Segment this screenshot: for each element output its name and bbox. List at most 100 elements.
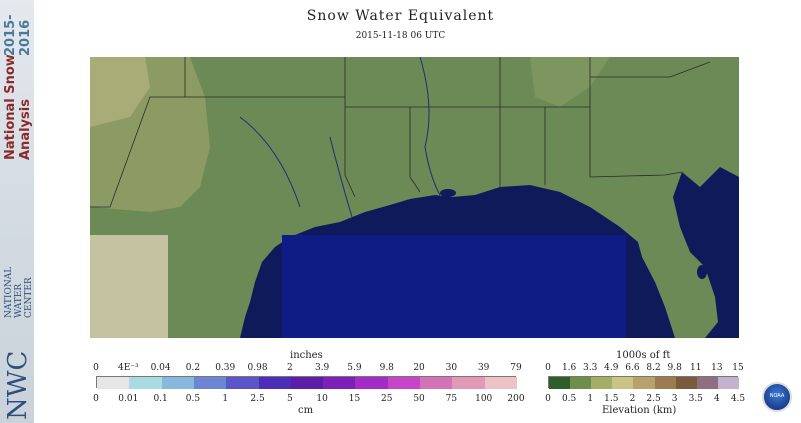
swe-tick-label: 3.9: [314, 363, 330, 373]
elevation-color-cell: [633, 377, 656, 389]
swe-color-bar: [96, 376, 518, 389]
swe-tick-label: 0.5: [185, 394, 201, 404]
swe-tick-label: 20: [413, 363, 425, 373]
org-line2: WATER: [14, 283, 24, 318]
high-plains: [90, 57, 150, 127]
elevation-color-cell: [675, 377, 698, 389]
elevation-color-cell: [570, 377, 592, 389]
elevation-tick-label: 4: [714, 394, 720, 404]
swe-legend: inches 0 4E⁻³ 0.04 0.2 0.39 0.98 2 3.9 5.9 9.8 20 3…: [93, 350, 524, 416]
swe-tick-label: 39: [477, 363, 490, 373]
swe-color-cell: [484, 377, 518, 389]
elevation-color-cell: [549, 377, 571, 389]
swe-tick-label: 15: [348, 394, 361, 404]
elevation-unit-km: Elevation (km): [602, 405, 677, 416]
swe-tick-label: 0.2: [185, 363, 201, 373]
map-title: Snow Water Equivalent: [306, 8, 495, 24]
swe-tick-label: 50: [413, 394, 425, 404]
elevation-tick-label: 0: [545, 363, 551, 373]
swe-tick-label: 2.5: [250, 394, 265, 404]
swe-unit-cm: cm: [298, 405, 314, 416]
elevation-tick-label: 3.3: [583, 363, 598, 373]
swe-color-cell: [193, 377, 227, 389]
offshore-region: [282, 235, 626, 338]
elevation-color-cell: [696, 377, 719, 389]
swe-color-cell: [420, 377, 453, 389]
swe-tick-label: 100: [475, 394, 493, 404]
elevation-tick-label: 11: [690, 363, 702, 373]
org-line1: NATIONAL: [4, 266, 14, 318]
swe-tick-label: 30: [445, 363, 458, 373]
elevation-tick-label: 8.2: [646, 363, 661, 373]
elevation-tick-label: 0.5: [561, 394, 577, 404]
elevation-tick-label: 0: [545, 394, 551, 404]
snow-map: [90, 57, 739, 338]
elevation-km-labels: 0 0.5 1 1.5 2 2.5 3 3.5 4 4.5: [545, 394, 745, 406]
map-graphic: [90, 57, 739, 338]
rivers: [239, 57, 441, 218]
swe-color-cell: [323, 377, 356, 389]
swe-color-cell: [258, 377, 292, 389]
elevation-color-bar: [548, 376, 740, 389]
swe-tick-label: 9.8: [379, 363, 394, 373]
swe-color-cell: [129, 377, 163, 389]
swe-tick-label: 0.98: [247, 363, 268, 373]
noaa-logo-text: NOAA: [769, 393, 785, 399]
swe-tick-label: 0.01: [118, 394, 139, 404]
elevation-tick-label: 4.9: [604, 363, 619, 373]
elevation-unit-ft: 1000s of ft: [616, 350, 671, 361]
sidebar: National Snow Analysis 2015- 2016 NATION…: [0, 0, 34, 423]
elevation-color-cell: [654, 377, 677, 389]
elevation-tick-label: 1.5: [604, 394, 619, 404]
no-data-region: [90, 235, 168, 338]
org-line3: CENTER: [24, 277, 34, 318]
elevation-tick-label: 1: [587, 394, 594, 404]
elevation-tick-label: 4.5: [730, 394, 746, 404]
elevation-tick-label: 6.6: [625, 363, 640, 373]
swe-tick-label: 75: [445, 394, 458, 404]
elevation-tick-label: 9.8: [667, 363, 682, 373]
swe-tick-label: 10: [316, 394, 328, 404]
elevation-tick-label: 2: [629, 394, 636, 404]
lake: [440, 189, 456, 197]
swe-color-cell: [387, 377, 421, 389]
swe-tick-label: 5: [286, 394, 293, 404]
elevation-tick-label: 15: [732, 363, 744, 373]
elevation-ft-labels: 0 1.6 3.3 4.9 6.6 8.2 9.8 11 13 15: [545, 363, 744, 375]
swe-tick-label: 4E⁻³: [117, 363, 139, 373]
elevation-tick-label: 2.5: [646, 394, 661, 404]
swe-tick-label: 5.9: [347, 363, 362, 373]
map-timestamp: 2015-11-18 06 UTC: [355, 31, 446, 41]
swe-inches-labels: 0 4E⁻³ 0.04 0.2 0.39 0.98 2 3.9 5.9 9.8 20 30 39 79: [93, 363, 522, 375]
swe-color-cell: [290, 377, 324, 389]
swe-tick-label: 2: [286, 363, 293, 373]
elevation-tick-label: 1.6: [561, 363, 577, 373]
swe-color-cell: [97, 377, 130, 389]
elevation-tick-label: 3.5: [688, 394, 703, 404]
swe-color-cell: [226, 377, 260, 389]
elevation-tick-label: 13: [711, 363, 723, 373]
lake-okeechobee: [697, 265, 707, 279]
swe-tick-label: 79: [510, 363, 522, 373]
swe-tick-label: 0: [93, 394, 99, 404]
swe-tick-label: 0.39: [215, 363, 236, 373]
elevation-color-cell: [591, 377, 613, 389]
product-name-line2: Analysis: [18, 99, 33, 160]
swe-tick-label: 0: [93, 363, 99, 373]
swe-color-cell: [355, 377, 389, 389]
swe-color-cell: [161, 377, 195, 389]
product-name-line1: National Snow: [3, 54, 18, 160]
swe-cm-labels: 0 0.01 0.1 0.5 1 2.5 5 10 15 25 50 75 100 200: [93, 394, 524, 406]
noaa-logo: NOAA: [762, 382, 792, 412]
swe-tick-label: 0.04: [150, 363, 171, 373]
swe-tick-label: 200: [507, 394, 525, 404]
state-boundaries: [90, 57, 711, 208]
elevation-color-cell: [717, 377, 740, 389]
elevation-color-cell: [612, 377, 634, 389]
nwc-logo: NWC: [3, 350, 33, 420]
swe-tick-label: 0.1: [153, 394, 168, 404]
swe-color-cell: [452, 377, 486, 389]
swe-tick-label: 25: [381, 394, 393, 404]
swe-tick-label: 1: [222, 394, 229, 404]
